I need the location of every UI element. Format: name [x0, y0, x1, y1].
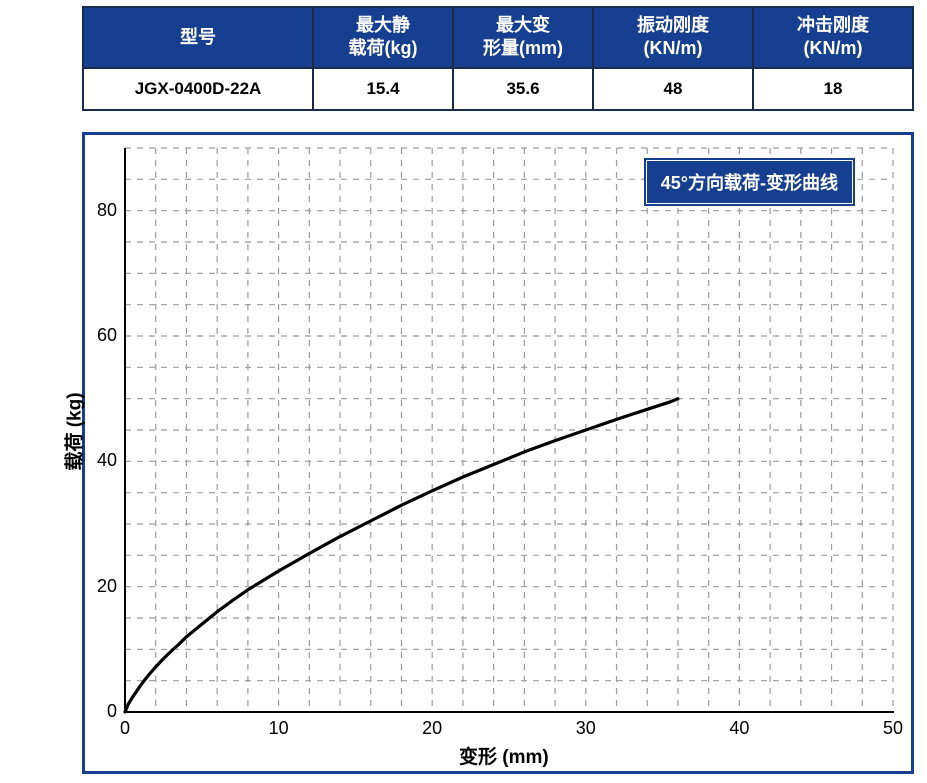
- x-tick-label: 50: [873, 718, 913, 739]
- y-axis-title: 载荷 (kg): [60, 372, 87, 492]
- chart-curve: [0, 0, 927, 783]
- x-tick-label: 20: [412, 718, 452, 739]
- x-tick-label: 30: [566, 718, 606, 739]
- y-tick-label: 60: [77, 325, 117, 346]
- chart-legend: 45°方向载荷-变形曲线: [646, 160, 853, 204]
- x-tick-label: 10: [259, 718, 299, 739]
- y-tick-label: 20: [77, 576, 117, 597]
- x-tick-label: 40: [719, 718, 759, 739]
- y-tick-label: 80: [77, 200, 117, 221]
- x-tick-label: 0: [105, 718, 145, 739]
- x-axis-title: 变形 (mm): [459, 742, 549, 769]
- page-container: 型号最大静载荷(kg)最大变形量(mm)振动刚度(KN/m)冲击刚度(KN/m)…: [0, 0, 927, 783]
